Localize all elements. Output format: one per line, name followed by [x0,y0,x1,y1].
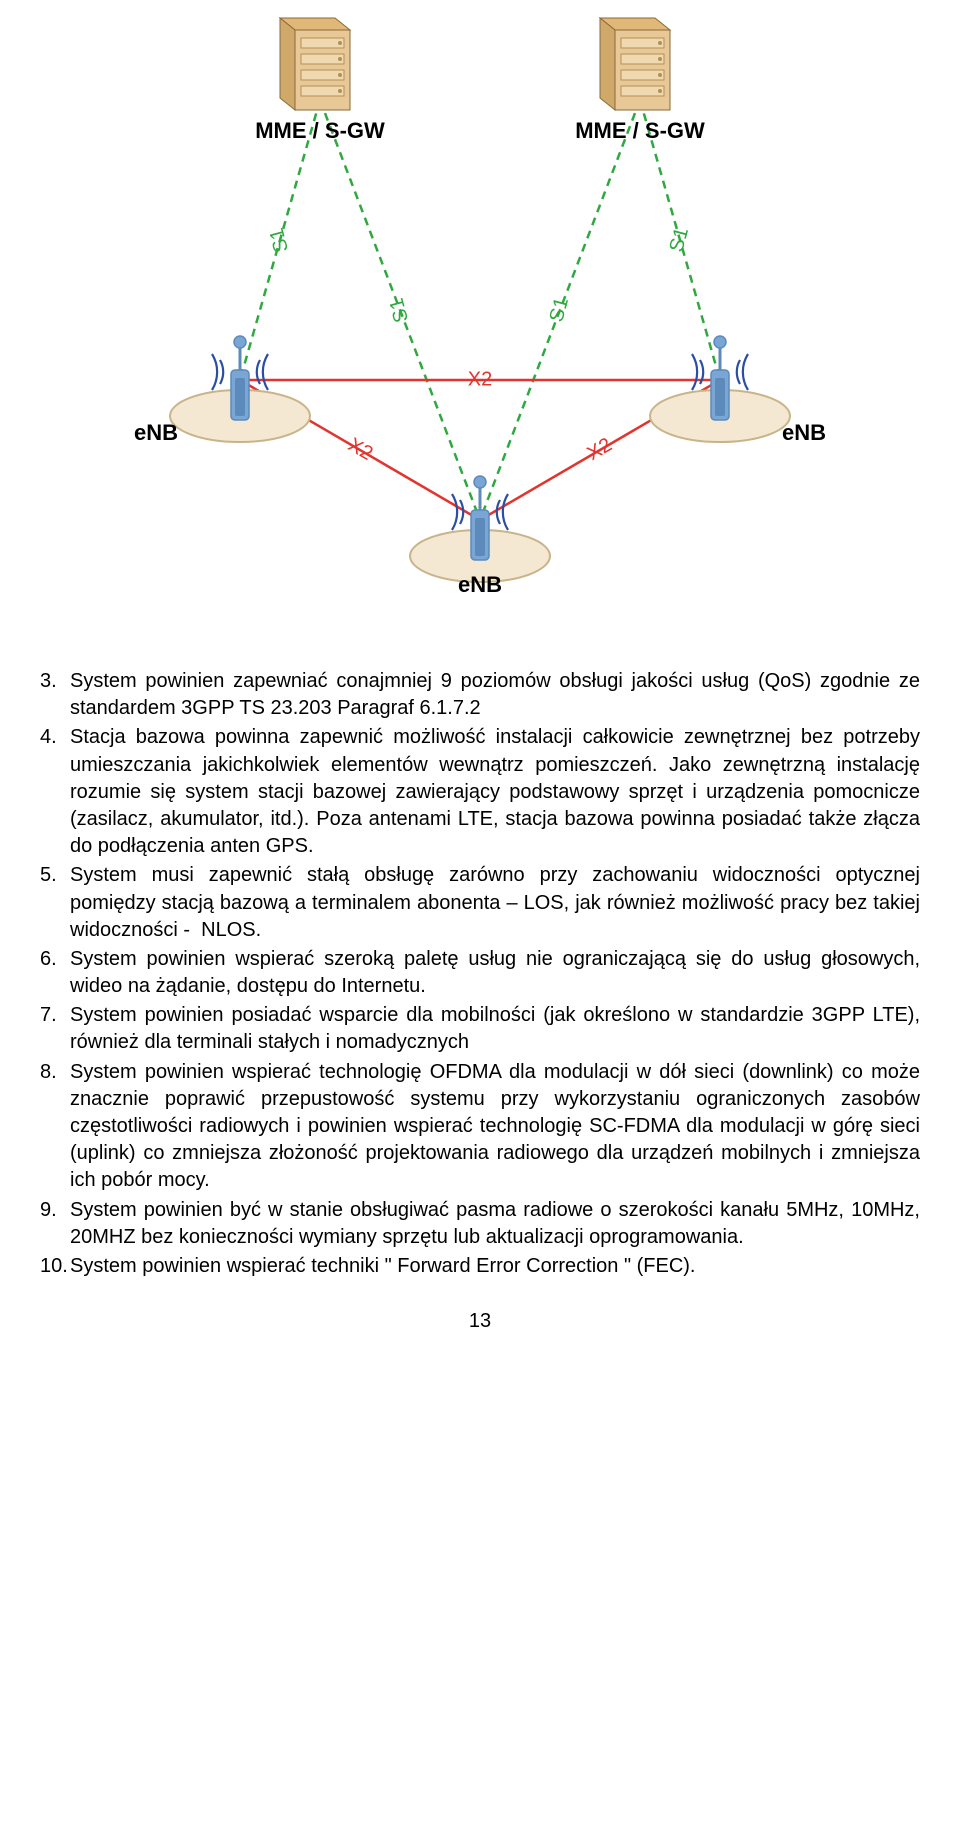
item-number: 6. [40,946,70,1000]
item-text: Stacja bazowa powinna zapewnić możliwość… [70,724,920,860]
lte-architecture-diagram: S1 S1 S1 S1 X2 X2 X2 MME / S-GW MME / S-GW eNB eNB… [120,0,840,640]
svg-text:eNB: eNB [134,420,178,445]
page-number: 13 [40,1310,920,1333]
item-number: 9. [40,1197,70,1251]
item-number: 4. [40,724,70,860]
requirement-item: 7.System powinien posiadać wsparcie dla … [40,1002,920,1056]
item-text: System musi zapewnić stałą obsługę zarów… [70,862,920,944]
svg-text:S1: S1 [546,295,574,324]
diagram-svg: S1 S1 S1 S1 X2 X2 X2 MME / S-GW MME / S-GW eNB eNB… [120,0,840,640]
requirement-item: 5.System musi zapewnić stałą obsługę zar… [40,862,920,944]
svg-text:X2: X2 [584,434,616,465]
item-text: System powinien posiadać wsparcie dla mo… [70,1002,920,1056]
svg-text:S1: S1 [386,296,414,325]
svg-text:S1: S1 [266,226,294,255]
item-number: 8. [40,1059,70,1195]
item-text: System powinien zapewniać conajmniej 9 p… [70,668,920,722]
requirement-item: 3.System powinien zapewniać conajmniej 9… [40,668,920,722]
requirement-item: 6.System powinien wspierać szeroką palet… [40,946,920,1000]
svg-text:eNB: eNB [458,572,502,597]
item-number: 10. [40,1253,70,1280]
svg-text:X2: X2 [468,368,492,390]
item-text: System powinien wspierać technologię OFD… [70,1059,920,1195]
item-number: 7. [40,1002,70,1056]
requirement-item: 8.System powinien wspierać technologię O… [40,1059,920,1195]
item-text: System powinien wspierać techniki " Forw… [70,1253,920,1280]
item-number: 3. [40,668,70,722]
requirement-item: 9.System powinien być w stanie obsługiwa… [40,1197,920,1251]
item-number: 5. [40,862,70,944]
svg-text:MME / S-GW: MME / S-GW [255,118,385,143]
item-text: System powinien być w stanie obsługiwać … [70,1197,920,1251]
svg-text:MME / S-GW: MME / S-GW [575,118,705,143]
requirement-item: 4.Stacja bazowa powinna zapewnić możliwo… [40,724,920,860]
item-text: System powinien wspierać szeroką paletę … [70,946,920,1000]
requirements-list: 3.System powinien zapewniać conajmniej 9… [40,668,920,1280]
requirement-item: 10.System powinien wspierać techniki " F… [40,1253,920,1280]
svg-text:X2: X2 [344,434,376,465]
svg-text:S1: S1 [666,225,694,254]
svg-text:eNB: eNB [782,420,826,445]
